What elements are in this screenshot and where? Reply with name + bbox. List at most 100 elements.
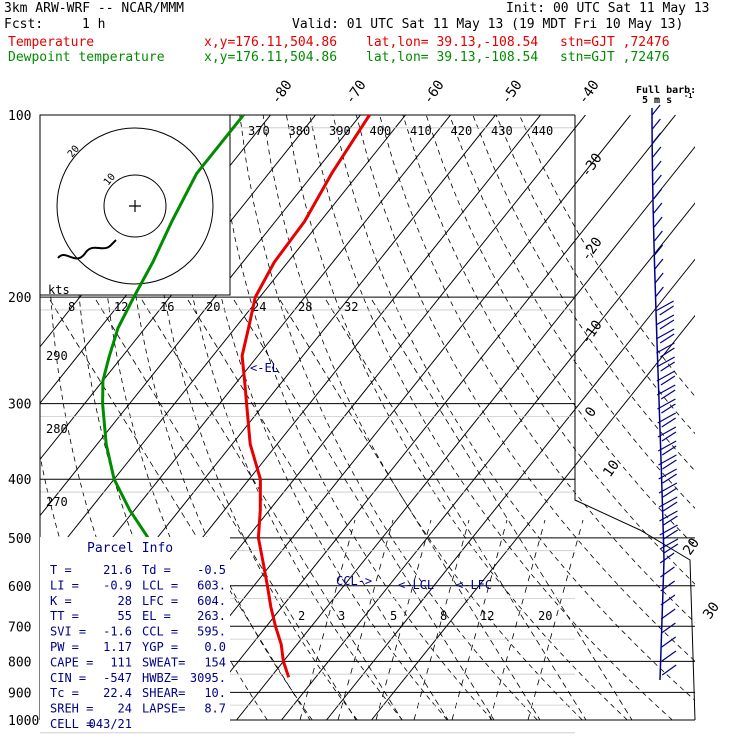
dry-adiabat bbox=[98, 115, 268, 720]
isotherm-line bbox=[281, 202, 695, 720]
isotherm-line bbox=[191, 115, 676, 720]
theta-e-label: 440 bbox=[532, 124, 554, 138]
mixing-ratio-label: 5 bbox=[390, 609, 397, 623]
forecast-hour: 1 h bbox=[82, 17, 106, 32]
dry-adiabat bbox=[309, 115, 673, 720]
isotherm-label: -50 bbox=[498, 77, 526, 107]
wind-barb bbox=[661, 664, 677, 676]
barb-legend-value: 5 m s bbox=[642, 95, 672, 106]
wind-barb bbox=[654, 272, 664, 284]
wind-barb bbox=[659, 510, 678, 522]
theta-e-label: 420 bbox=[451, 124, 473, 138]
hodograph-ring-outer bbox=[56, 127, 214, 285]
wind-barb bbox=[653, 202, 663, 214]
parcel-info-value: 21.6 bbox=[103, 563, 132, 577]
wind-barb bbox=[655, 300, 674, 312]
dry-adiabat bbox=[286, 115, 628, 720]
wind-scale-label: 12 bbox=[114, 300, 128, 314]
dry-adiabat bbox=[355, 115, 695, 662]
dewpoint-station: stn=GJT ,72476 bbox=[560, 50, 670, 65]
wind-barb-feather bbox=[663, 529, 679, 540]
el-marker: <-EL bbox=[250, 361, 279, 375]
theta-label: 280 bbox=[46, 422, 68, 436]
parcel-info-key: T = bbox=[50, 563, 72, 577]
parcel-info-value: 595. bbox=[197, 625, 226, 639]
parcel-info-value: 0.0 bbox=[204, 640, 226, 654]
wind-barb bbox=[655, 314, 675, 326]
parcel-info-value: 24 bbox=[118, 702, 132, 716]
parcel-info-value: 10. bbox=[204, 686, 226, 700]
wind-barb bbox=[651, 104, 661, 116]
parcel-info-value: -1.6 bbox=[103, 625, 132, 639]
theta-label: 290 bbox=[46, 349, 68, 363]
parcel-info-key: HWBZ= bbox=[142, 671, 178, 685]
model-title: 3km ARW-WRF -- NCAR/MMM bbox=[4, 1, 185, 16]
wind-barb bbox=[656, 370, 676, 382]
parcel-info-value: 263. bbox=[197, 609, 226, 623]
wind-barb bbox=[653, 188, 663, 200]
mixing-ratio-line bbox=[451, 519, 508, 720]
pressure-label: 900 bbox=[8, 686, 31, 701]
dry-adiabat bbox=[216, 115, 493, 720]
parcel-info-key: Tc = bbox=[50, 686, 79, 700]
wind-barb-feather bbox=[660, 375, 676, 386]
parcel-info-key: CELL = bbox=[50, 717, 93, 731]
parcel-info-value: 1.17 bbox=[103, 640, 132, 654]
wind-barb bbox=[658, 454, 677, 466]
temperature-xy: x,y=176.11,504.86 bbox=[204, 35, 338, 50]
wind-barb-feather bbox=[659, 333, 675, 344]
theta-label: 270 bbox=[46, 495, 68, 509]
parcel-info-value: -0.9 bbox=[103, 578, 132, 592]
wind-scale-label: 24 bbox=[252, 300, 266, 314]
header-panel: 3km ARW-WRF -- NCAR/MMM Init: 00 UTC Sat… bbox=[0, 0, 740, 70]
wind-barb-staff bbox=[651, 107, 665, 681]
hodograph-trace bbox=[57, 239, 117, 260]
pressure-label: 800 bbox=[8, 655, 31, 670]
wind-barb bbox=[658, 482, 678, 494]
dry-adiabat bbox=[332, 115, 695, 701]
valid-time: Valid: 01 UTC Sat 11 May 13 (19 MDT Fri … bbox=[292, 17, 684, 32]
barb-legend-exponent: -1 bbox=[684, 92, 692, 100]
parcel-info-value: 28 bbox=[118, 594, 132, 608]
pressure-label: 400 bbox=[8, 473, 31, 488]
isotherm-label: -70 bbox=[342, 77, 370, 107]
wind-scale-unit: kts bbox=[48, 283, 70, 297]
dry-adiabat bbox=[402, 115, 695, 585]
theta-e-label: 380 bbox=[289, 124, 311, 138]
wind-barb-feather bbox=[662, 487, 678, 498]
parcel-info-value: 22.4 bbox=[103, 686, 132, 700]
wind-barb-feather bbox=[659, 319, 675, 330]
isotherm-label: -60 bbox=[420, 77, 448, 107]
pressure-label: 100 bbox=[8, 109, 31, 124]
mixing-ratio-label: 8 bbox=[440, 609, 447, 623]
parcel-info-key: LAPSE= bbox=[142, 702, 185, 716]
parcel-info-key: K = bbox=[50, 594, 72, 608]
lfc-marker: <-LFC bbox=[456, 578, 492, 592]
mixing-ratio-line bbox=[527, 519, 584, 720]
wind-barb bbox=[658, 496, 678, 508]
parcel-info-key: TT = bbox=[50, 609, 79, 623]
wind-barb bbox=[657, 440, 677, 452]
dry-adiabat bbox=[519, 115, 695, 397]
parcel-info-key: SREH = bbox=[50, 702, 93, 716]
dry-adiabat bbox=[495, 115, 695, 435]
mixing-ratio-line bbox=[489, 519, 546, 720]
mixing-ratio-label: 12 bbox=[480, 609, 494, 623]
parcel-info-key: SWEAT= bbox=[142, 655, 185, 669]
parcel-info-key: Td = bbox=[142, 563, 171, 577]
barb-legend-title: Full barb: bbox=[636, 85, 696, 96]
isotherm-line bbox=[40, 115, 361, 517]
dry-adiabat bbox=[449, 115, 695, 509]
wind-barb-feather bbox=[663, 515, 678, 526]
dewpoint-latlon: lat,lon= 39.13,-108.54 bbox=[366, 50, 539, 65]
isotherm-label: -10 bbox=[578, 317, 606, 347]
wind-scale-line bbox=[371, 299, 633, 720]
isotherm-line bbox=[236, 146, 695, 720]
wind-barb-feather bbox=[661, 417, 676, 428]
parcel-info-key: YGP = bbox=[142, 640, 178, 654]
temperature-profile bbox=[240, 114, 371, 678]
wind-barb-feather bbox=[662, 459, 677, 470]
isotherm-line bbox=[40, 115, 316, 461]
lcl-marker: <-LCL bbox=[398, 578, 434, 592]
init-time: Init: 00 UTC Sat 11 May 13 bbox=[506, 1, 710, 16]
